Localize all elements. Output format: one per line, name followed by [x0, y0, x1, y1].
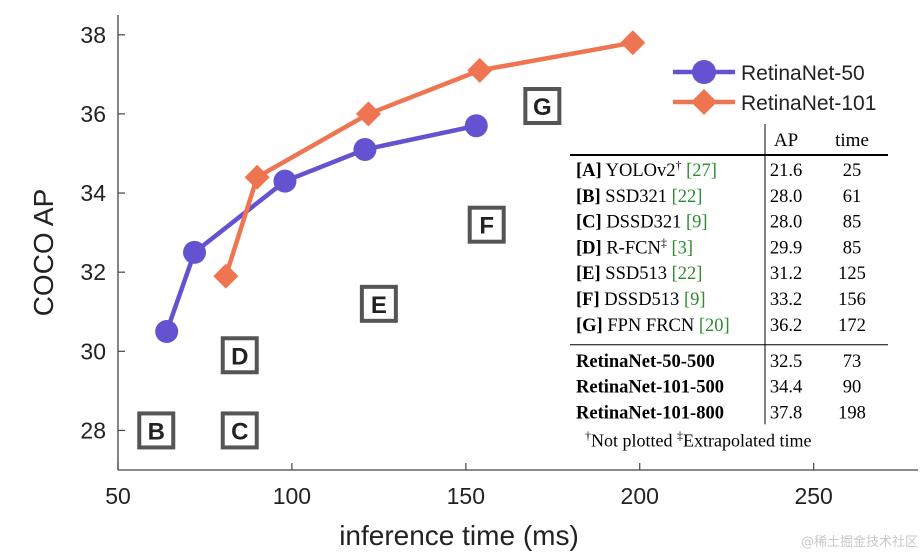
table-row-ap: 36.2 — [770, 316, 802, 336]
y-tick-label: 32 — [80, 259, 106, 285]
data-point-retinanet-101 — [355, 101, 381, 127]
detector-box-b — [137, 411, 176, 450]
legend-label-retinanet-101: RetinaNet-101 — [741, 92, 876, 115]
x-tick-label: 200 — [621, 483, 659, 509]
x-axis-label: inference time (ms) — [339, 520, 579, 551]
data-point-retinanet-50 — [183, 240, 207, 264]
results-table: AP time [A] YOLOv2† [27] 21.6 25 [B] SSD321 [… — [566, 124, 890, 452]
series-line-retinanet-50 — [164, 123, 477, 333]
detector-box-c — [220, 411, 259, 450]
table-row-method: [E] SSD513 [22] — [576, 264, 702, 284]
x-tick-label: 250 — [794, 483, 832, 509]
table-row-ap: 29.9 — [770, 238, 802, 258]
table-row-time: 85 — [843, 213, 862, 233]
detector-box-d — [220, 336, 259, 375]
table-background — [566, 124, 890, 452]
table-row-ap: 37.8 — [770, 403, 802, 423]
data-point-retinanet-101 — [244, 164, 270, 190]
table-row-method: [C] DSSD321 [9] — [576, 213, 708, 233]
detector-label-d: D — [231, 343, 248, 370]
data-point-retinanet-50 — [273, 169, 297, 193]
data-point-retinanet-50 — [353, 138, 377, 162]
detector-label-f: F — [479, 213, 494, 240]
table-row-time: 25 — [843, 161, 862, 181]
table-row-ap: 28.0 — [770, 213, 802, 233]
table-row-method: [G] FPN FRCN [20] — [576, 316, 730, 336]
table-row-time: 61 — [843, 187, 862, 207]
table-row-method: [B] SSD321 [22] — [576, 187, 702, 207]
table-row-method-retinanet: RetinaNet-50-500 — [576, 352, 715, 372]
data-point-retinanet-101 — [467, 57, 493, 83]
detector-label-g: G — [533, 94, 552, 121]
table-header-ap: AP — [774, 130, 798, 151]
table-row-method-retinanet: RetinaNet-101-800 — [576, 403, 724, 423]
table-row-time: 125 — [838, 264, 866, 284]
table-row-time: 156 — [838, 290, 866, 310]
data-point-retinanet-50 — [464, 114, 488, 138]
table-row-method: [A] YOLOv2† [27] — [576, 158, 717, 181]
y-axis-label: COCO AP — [28, 189, 59, 317]
table-row-ap: 28.0 — [770, 187, 802, 207]
legend: RetinaNet-50 RetinaNet-101 — [673, 60, 876, 115]
table-row-time: 172 — [838, 316, 866, 336]
detector-label-b: B — [148, 418, 165, 445]
legend-marker-retinanet-50 — [692, 60, 716, 84]
legend-marker-retinanet-101 — [691, 89, 717, 115]
table-row-time: 198 — [838, 403, 866, 423]
watermark: @稀土掘金技术社区 — [801, 534, 918, 550]
axes: 50 100 150 200 250 28 30 32 34 36 38 inference time… — [28, 15, 918, 551]
table-row-ap: 34.4 — [770, 378, 802, 398]
data-point-retinanet-101 — [213, 263, 239, 289]
detector-label-e: E — [371, 292, 387, 319]
table-footnote: †Not plotted ‡Extrapolated time — [585, 428, 811, 450]
y-tick-label: 38 — [80, 22, 106, 48]
table-row-ap: 32.5 — [770, 352, 802, 372]
table-row-time: 85 — [843, 238, 862, 258]
table-row-ap: 21.6 — [770, 161, 802, 181]
x-tick-label: 50 — [105, 483, 131, 509]
table-row-method: [D] R-FCN‡ [3] — [576, 235, 693, 258]
detector-box-f — [467, 205, 506, 244]
x-tick-label: 150 — [447, 483, 485, 509]
legend-label-retinanet-50: RetinaNet-50 — [741, 62, 865, 85]
marks: B C D E F G — [137, 30, 646, 450]
detector-label-c: C — [231, 418, 248, 445]
data-point-retinanet-101 — [620, 30, 646, 56]
detector-box-g — [523, 87, 562, 125]
y-tick-label: 36 — [80, 101, 106, 127]
table-row-ap: 33.2 — [770, 290, 802, 310]
table-row-method-retinanet: RetinaNet-101-500 — [576, 378, 724, 398]
table-row-time: 73 — [843, 352, 862, 372]
table-row-time: 90 — [843, 378, 862, 398]
x-tick-label: 100 — [273, 483, 311, 509]
table-row-ap: 31.2 — [770, 264, 802, 284]
y-tick-label: 28 — [80, 417, 106, 443]
table-row-method: [F] DSSD513 [9] — [576, 290, 706, 310]
data-point-retinanet-50 — [155, 320, 179, 344]
table-header-time: time — [835, 130, 869, 151]
detector-box-e — [359, 284, 398, 323]
y-tick-label: 34 — [80, 180, 106, 206]
y-tick-label: 30 — [80, 338, 106, 364]
